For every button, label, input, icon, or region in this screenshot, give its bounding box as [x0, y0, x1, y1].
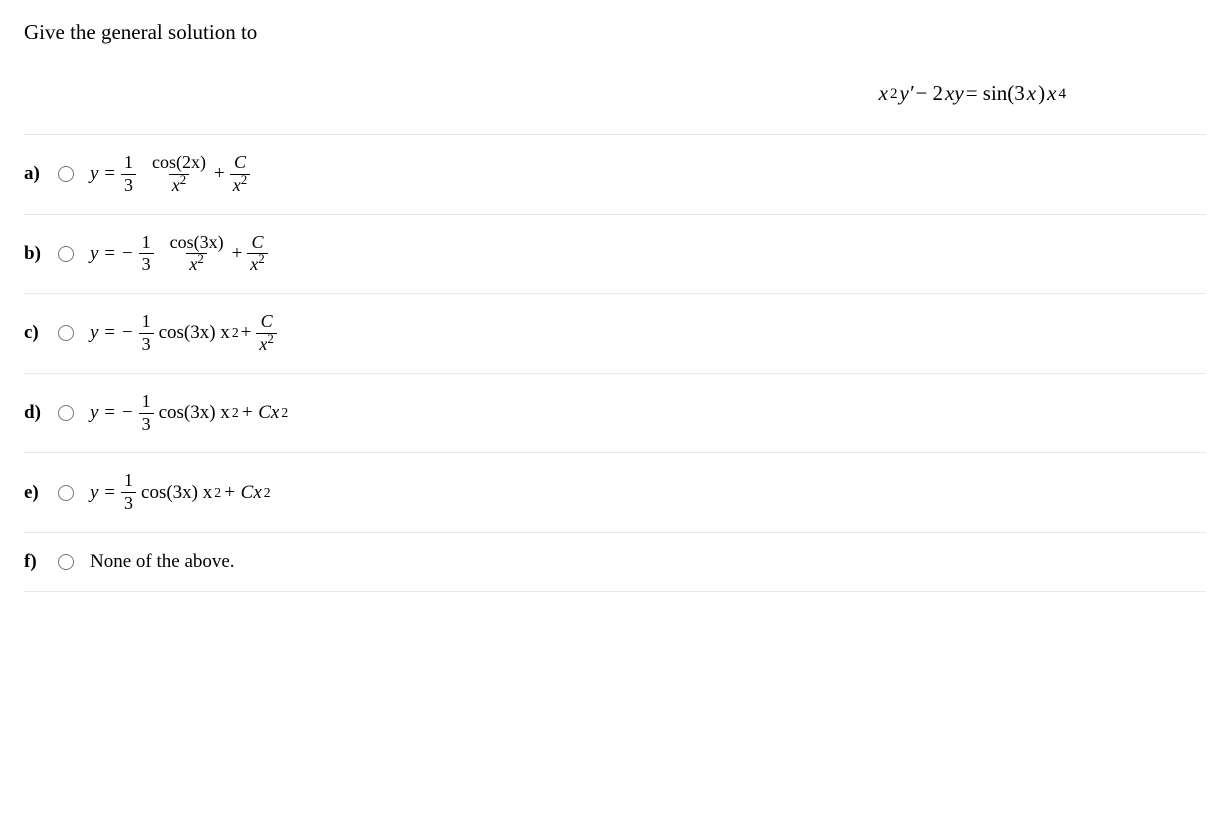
- option-e-math: y = 1 3 cos(3x) x2 + Cx2: [90, 471, 271, 514]
- option-f: f) None of the above.: [24, 532, 1206, 592]
- option-letter: b): [24, 243, 46, 265]
- option-letter: e): [24, 482, 46, 504]
- option-letter: f): [24, 551, 46, 573]
- option-b-math: y = − 1 3 cos(3x) x2 + C x2: [90, 233, 271, 276]
- option-a-math: y = 1 3 cos(2x) x2 + C x2: [90, 153, 253, 196]
- question-prompt: Give the general solution to: [24, 20, 1206, 45]
- option-b-radio[interactable]: [58, 246, 74, 262]
- option-d: d) y = − 1 3 cos(3x) x2 + Cx2: [24, 373, 1206, 453]
- option-letter: a): [24, 163, 46, 185]
- option-letter: c): [24, 322, 46, 344]
- option-e: e) y = 1 3 cos(3x) x2 + Cx2: [24, 452, 1206, 532]
- options-list: a) y = 1 3 cos(2x) x2 + C x2 b) y = −: [24, 134, 1206, 592]
- option-c-radio[interactable]: [58, 325, 74, 341]
- option-f-text: None of the above.: [90, 551, 235, 573]
- option-a-radio[interactable]: [58, 166, 74, 182]
- option-f-radio[interactable]: [58, 554, 74, 570]
- option-c: c) y = − 1 3 cos(3x) x2 + C x2: [24, 293, 1206, 373]
- option-b: b) y = − 1 3 cos(3x) x2 + C x2: [24, 214, 1206, 294]
- equation-display: x2y′ − 2xy = sin(3x) x4: [24, 81, 1206, 106]
- option-d-radio[interactable]: [58, 405, 74, 421]
- option-a: a) y = 1 3 cos(2x) x2 + C x2: [24, 134, 1206, 214]
- option-e-radio[interactable]: [58, 485, 74, 501]
- option-c-math: y = − 1 3 cos(3x) x2 + C x2: [90, 312, 280, 355]
- option-d-math: y = − 1 3 cos(3x) x2 + Cx2: [90, 392, 288, 435]
- option-letter: d): [24, 402, 46, 424]
